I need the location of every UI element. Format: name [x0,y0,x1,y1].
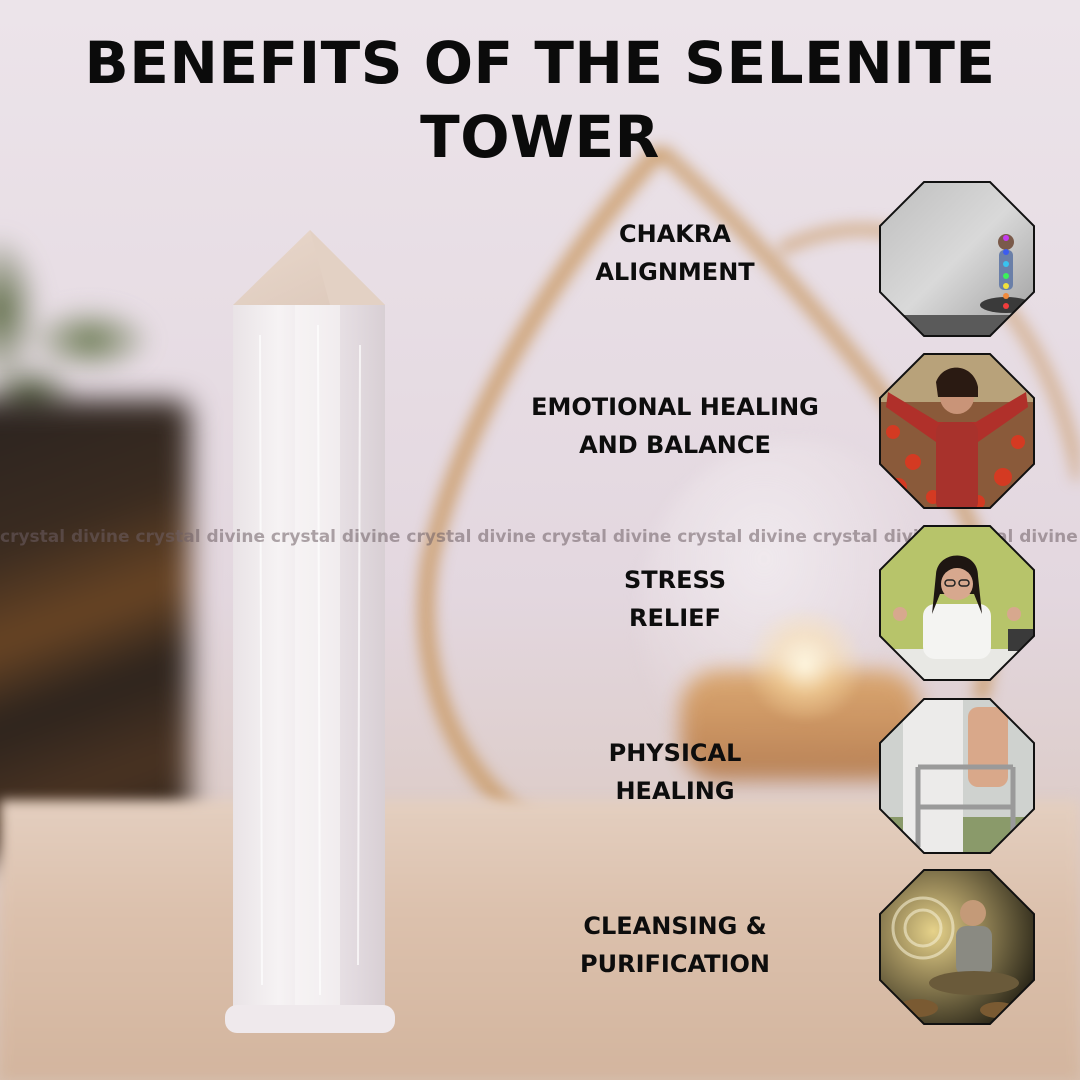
benefit-label-line-2: PURIFICATION [580,950,770,978]
meditation-singing-bowls-image [878,868,1036,1026]
benefit-label-line-2: ALIGNMENT [595,258,755,286]
benefit-label-line-1: STRESS [623,566,727,594]
chakra-meditation-image [878,180,1036,338]
benefit-label-line-1: CHAKRA [619,220,731,248]
benefit-label-line-2: AND BALANCE [579,431,771,459]
benefit-label-cleansing-purification: CLEANSING & PURIFICATION [500,907,850,983]
benefit-label-physical-healing: PHYSICAL HEALING [500,734,850,810]
benefit-label-line-2: RELIEF [629,604,721,632]
benefit-label-stress-relief: STRESS RELIEF [500,561,850,637]
watermark-text: crystal divine crystal divine crystal di… [0,527,1080,547]
plant-pot-image [0,400,190,860]
benefit-label-line-2: HEALING [615,777,735,805]
calm-woman-at-desk-image [878,524,1036,682]
benefit-label-emotional-healing: EMOTIONAL HEALING AND BALANCE [500,388,850,464]
candle-light-image [740,610,870,720]
walker-rehabilitation-image [878,697,1036,855]
benefit-label-line-1: EMOTIONAL HEALING [531,393,819,421]
benefit-label-line-1: PHYSICAL [608,739,742,767]
page-title: BENEFITS OF THE SELENITE TOWER [84,29,996,171]
benefit-label-chakra-alignment: CHAKRA ALIGNMENT [500,215,850,291]
selenite-tower-image [200,225,415,1035]
woman-in-flower-field-image [878,352,1036,510]
benefit-label-line-1: CLEANSING & [583,912,767,940]
